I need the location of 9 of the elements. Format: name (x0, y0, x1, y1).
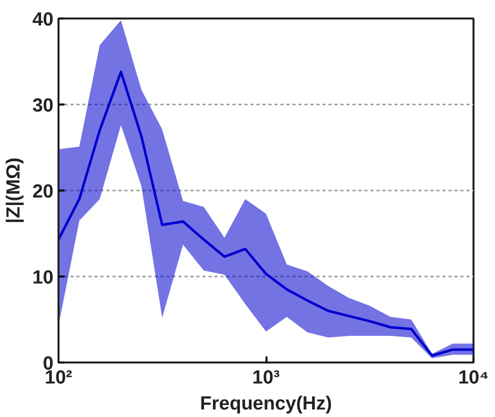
x-tick-label: 10³ (252, 368, 280, 388)
y-tick-label: 20 (32, 182, 54, 202)
y-tick-label: 30 (32, 96, 54, 116)
x-tick-label: 10⁴ (458, 368, 489, 388)
y-tick-label: 40 (32, 10, 54, 30)
y-tick-label: 10 (32, 268, 54, 288)
x-axis-title: Frequency(Hz) (200, 394, 332, 414)
line-series (58, 70, 474, 357)
y-axis-title: |Z|(MΩ) (3, 158, 24, 224)
